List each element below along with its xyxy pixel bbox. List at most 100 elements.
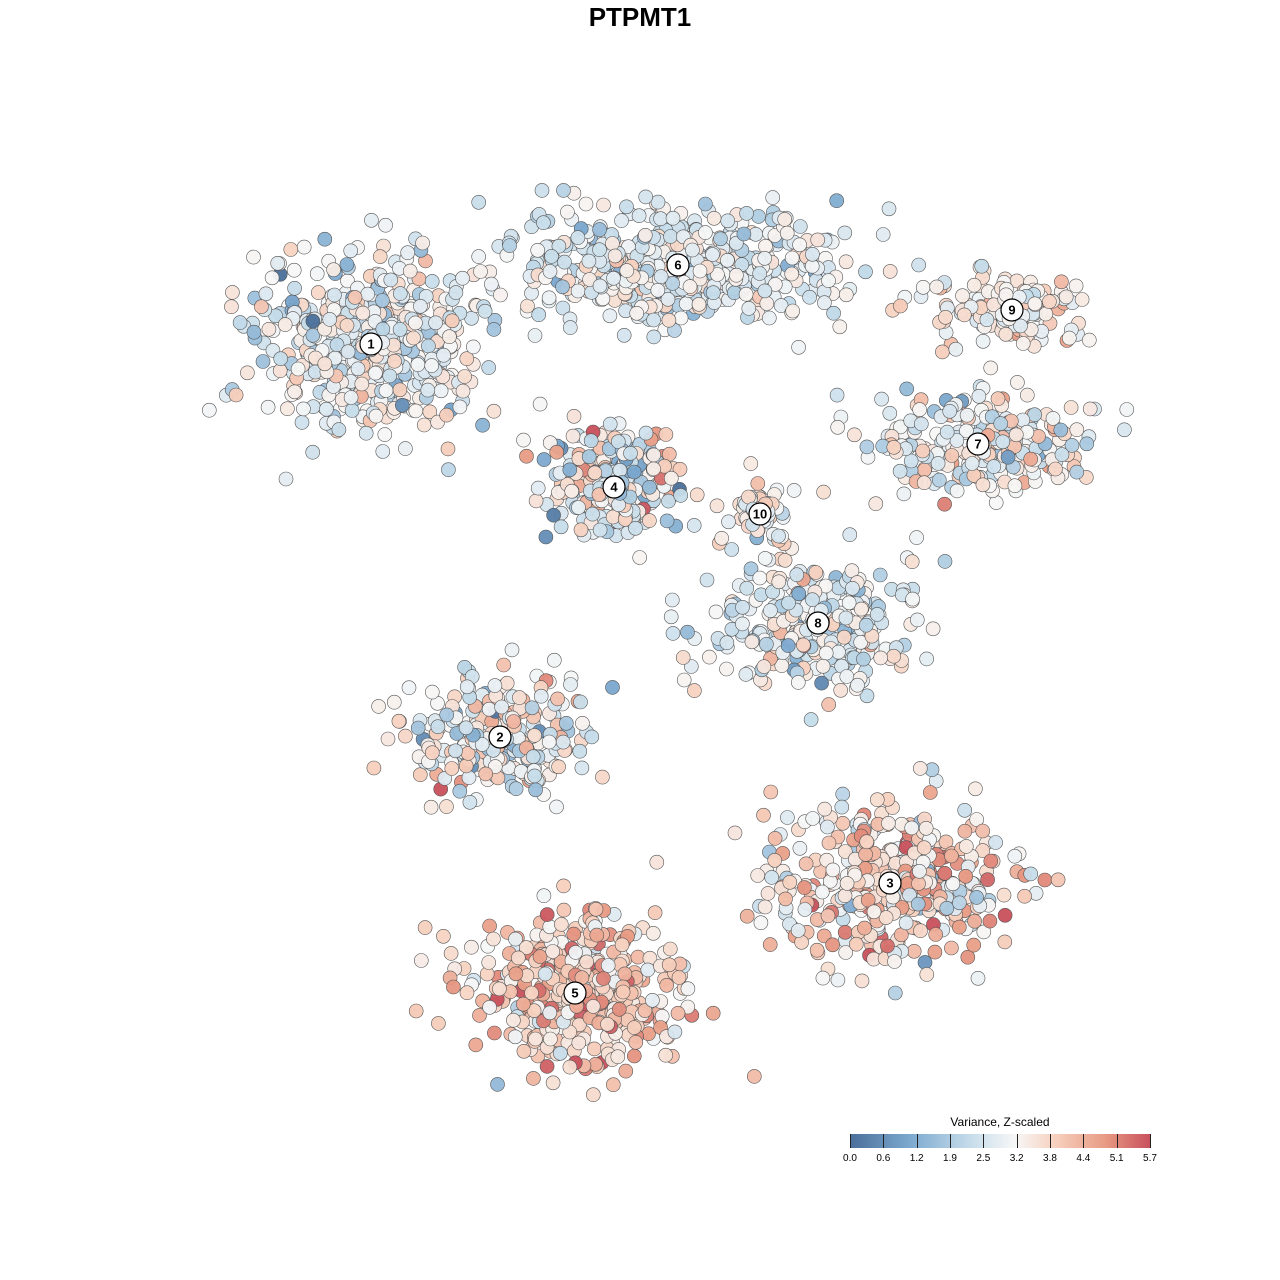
data-point	[366, 760, 382, 776]
data-point	[720, 213, 736, 229]
data-point	[420, 382, 436, 398]
data-point	[530, 243, 546, 258]
cluster-label-text: 4	[610, 480, 618, 495]
colorbar-tick-label: 3.2	[1009, 1153, 1024, 1164]
data-point	[659, 513, 675, 529]
data-point	[964, 456, 980, 471]
data-point	[837, 844, 853, 859]
data-point	[560, 204, 575, 220]
data-point	[699, 572, 715, 588]
data-point	[698, 196, 713, 212]
data-point	[1023, 451, 1038, 467]
data-point	[408, 315, 423, 331]
data-point	[727, 825, 743, 841]
data-point	[562, 1059, 578, 1075]
data-point	[738, 286, 754, 302]
data-point	[667, 1024, 683, 1040]
data-point	[360, 286, 376, 302]
data-point	[448, 743, 463, 759]
data-point	[689, 487, 705, 503]
data-point	[478, 766, 494, 782]
data-point	[619, 263, 635, 278]
data-point	[838, 287, 854, 303]
colorbar-tick-label: 1.9	[943, 1153, 957, 1164]
colorbar-gradient	[850, 1134, 1150, 1148]
data-point	[519, 448, 534, 464]
data-point	[527, 328, 543, 343]
data-point	[536, 215, 551, 230]
data-point	[448, 285, 464, 300]
data-point	[472, 1008, 487, 1023]
data-point	[410, 720, 426, 736]
colorbar-tick-label: 3.8	[1043, 1153, 1057, 1164]
data-point	[866, 904, 882, 920]
data-point	[343, 243, 359, 259]
data-point	[653, 211, 668, 226]
data-point	[371, 699, 386, 714]
colorbar-tick-mark	[850, 1134, 851, 1148]
data-point	[394, 397, 410, 413]
data-point	[350, 361, 366, 377]
data-point	[423, 799, 439, 815]
data-point	[592, 222, 607, 237]
data-point	[637, 1003, 653, 1018]
data-point	[702, 649, 717, 665]
data-point	[705, 285, 721, 301]
data-point	[486, 322, 502, 337]
data-point	[533, 688, 549, 704]
data-point	[834, 799, 850, 815]
data-point	[494, 699, 509, 715]
data-point	[557, 254, 572, 270]
data-point	[791, 339, 806, 355]
data-point	[998, 326, 1014, 342]
data-point	[317, 231, 333, 247]
data-point	[549, 444, 565, 460]
data-point	[626, 1020, 642, 1035]
data-point	[462, 794, 478, 810]
data-point	[413, 298, 428, 314]
data-point	[344, 403, 360, 418]
data-point	[499, 675, 515, 691]
data-point	[562, 320, 578, 335]
data-point	[626, 1048, 642, 1064]
data-point	[552, 1046, 568, 1061]
data-point	[781, 595, 796, 611]
data-point	[573, 522, 589, 538]
data-point	[619, 199, 634, 215]
data-point	[969, 812, 985, 827]
colorbar-tick-label: 5.1	[1109, 1153, 1124, 1164]
data-point	[860, 892, 876, 908]
data-point	[600, 958, 616, 973]
data-point	[906, 943, 922, 959]
data-point	[421, 338, 436, 354]
data-point	[784, 266, 800, 282]
data-point	[452, 783, 468, 799]
data-point	[974, 258, 990, 274]
data-point	[326, 262, 341, 278]
cluster-label-9: 9	[1000, 298, 1024, 322]
data-point	[692, 263, 708, 279]
data-point	[909, 530, 924, 545]
data-point	[903, 453, 919, 469]
data-point	[413, 953, 429, 968]
data-point	[383, 272, 399, 288]
data-point	[632, 550, 648, 565]
data-point	[439, 799, 454, 814]
data-point	[910, 896, 926, 912]
data-point	[971, 388, 987, 404]
data-point	[944, 448, 960, 463]
data-point	[329, 337, 345, 353]
data-point	[428, 315, 443, 331]
data-point	[592, 522, 608, 538]
data-point	[792, 219, 808, 234]
data-point	[528, 493, 544, 509]
data-point	[424, 684, 440, 700]
data-point	[605, 1077, 621, 1092]
data-point	[568, 945, 583, 960]
data-point	[605, 236, 620, 251]
data-point	[836, 629, 852, 645]
data-point	[899, 381, 915, 397]
cluster-label-1: 1	[359, 332, 383, 356]
data-point	[706, 211, 722, 226]
